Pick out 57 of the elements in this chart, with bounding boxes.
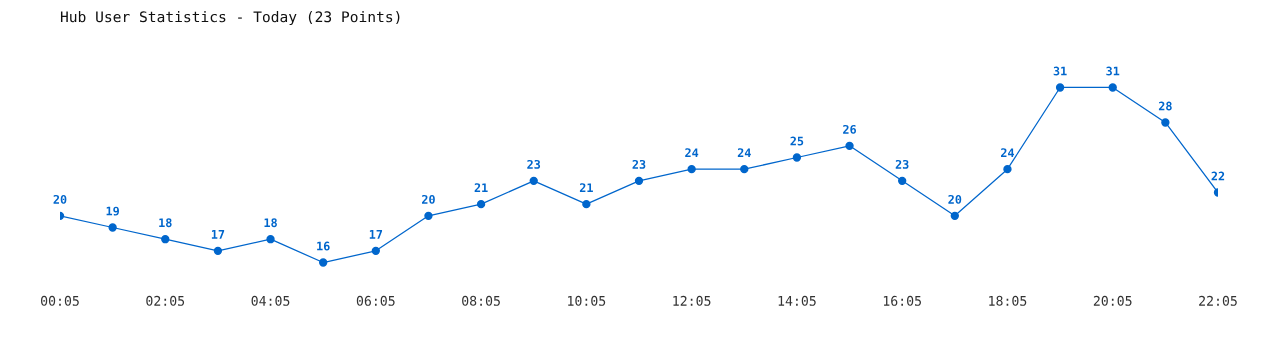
- data-label: 16: [317, 241, 330, 251]
- point: [529, 176, 538, 186]
- x-tick-label: 04:05: [251, 295, 290, 306]
- x-tick-label: 02:05: [146, 295, 185, 306]
- x-tick-label: 22:05: [1199, 295, 1237, 306]
- data-label: 24: [685, 148, 699, 157]
- data-label: 20: [422, 194, 435, 204]
- x-tick-label: 10:05: [568, 295, 606, 306]
- data-label: 17: [369, 230, 383, 239]
- data-label: 17: [211, 230, 225, 239]
- point: [1161, 118, 1170, 127]
- point: [319, 258, 328, 267]
- point: [582, 200, 591, 209]
- point: [845, 141, 854, 150]
- point: [1108, 83, 1117, 92]
- data-label: 23: [632, 159, 646, 169]
- data-label: 20: [53, 194, 67, 204]
- x-tick-label: 20:05: [1093, 295, 1132, 306]
- data-label: 21: [474, 183, 488, 192]
- data-label: 24: [1001, 148, 1015, 157]
- x-tick-label: 14:05: [778, 295, 816, 306]
- point: [1003, 164, 1012, 174]
- data-label: 20: [948, 194, 962, 204]
- data-label: 19: [106, 206, 119, 216]
- x-tick-label: 16:05: [883, 295, 921, 306]
- point: [687, 164, 696, 174]
- data-label: 26: [843, 124, 857, 134]
- point: [1055, 83, 1065, 92]
- point: [108, 223, 117, 232]
- data-label: 18: [264, 218, 277, 228]
- data-label: 18: [159, 218, 172, 228]
- x-tick-label: 06:05: [356, 295, 395, 306]
- point: [898, 176, 907, 186]
- point: [213, 246, 223, 256]
- point: [740, 164, 749, 174]
- data-label: 22: [1211, 171, 1225, 181]
- point: [950, 211, 959, 221]
- data-label: 24: [737, 148, 751, 157]
- x-tick-label: 08:05: [462, 295, 500, 306]
- data-label: 25: [790, 136, 804, 146]
- data-label: 23: [895, 159, 909, 169]
- data-label: 28: [1158, 101, 1172, 111]
- point: [792, 153, 802, 162]
- x-tick-label: 12:05: [673, 295, 711, 306]
- data-label: 31: [1106, 66, 1120, 76]
- point: [634, 176, 644, 186]
- data-label: 21: [579, 183, 593, 192]
- point: [476, 200, 486, 209]
- point: [161, 235, 170, 244]
- x-tick-label: 00:05: [41, 295, 79, 306]
- x-tick-label: 18:05: [989, 295, 1027, 306]
- chart-title: Hub User Statistics - Today (23 Points): [60, 10, 400, 26]
- point: [266, 235, 275, 244]
- data-label: 23: [527, 159, 541, 169]
- point: [424, 211, 433, 221]
- data-label: 31: [1053, 66, 1067, 76]
- point: [371, 246, 380, 256]
